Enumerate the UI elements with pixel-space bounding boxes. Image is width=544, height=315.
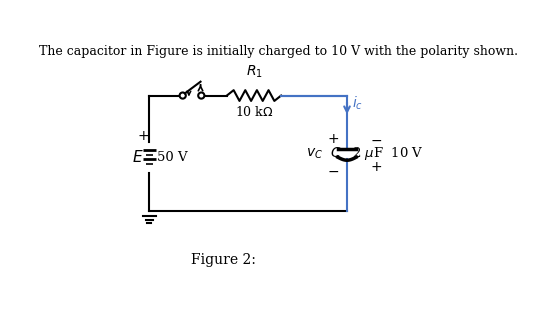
Text: −: − (370, 134, 382, 148)
Text: Figure 2:: Figure 2: (190, 253, 256, 267)
Text: The capacitor in Figure is initially charged to 10 V with the polarity shown.: The capacitor in Figure is initially cha… (39, 45, 518, 59)
Text: $R_1$: $R_1$ (245, 64, 262, 80)
Text: $v_C$: $v_C$ (306, 146, 323, 161)
Text: $i_c$: $i_c$ (351, 94, 363, 112)
Text: +: + (327, 132, 339, 146)
Text: $E$: $E$ (132, 149, 143, 165)
Text: 50 V: 50 V (157, 151, 188, 164)
Text: 2 $\mu$F  10 V: 2 $\mu$F 10 V (351, 145, 423, 162)
Text: +: + (138, 129, 149, 143)
Text: +: + (370, 160, 382, 174)
Text: $C$: $C$ (330, 146, 342, 160)
Text: −: − (327, 165, 339, 179)
Text: 10 k$\Omega$: 10 k$\Omega$ (234, 105, 273, 119)
